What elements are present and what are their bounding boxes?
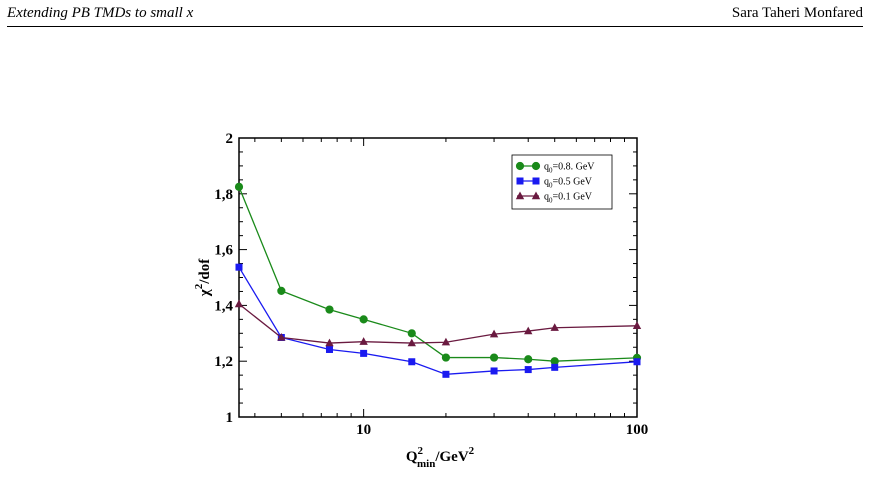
series-line-1: [238, 266, 638, 375]
legend-box: [511, 154, 613, 210]
data-point-s0: [524, 355, 533, 364]
data-point-s2: [277, 332, 286, 341]
data-point-s2: [407, 338, 416, 347]
y-axis-label: χ2/dof: [193, 258, 213, 297]
y-tick-label: 1: [226, 410, 234, 426]
data-point-s2: [441, 337, 451, 346]
data-point-s2: [550, 323, 559, 331]
data-point-s1: [490, 367, 498, 375]
data-point-s0: [359, 315, 368, 324]
header-rule: [7, 26, 863, 27]
data-point-s2: [489, 329, 499, 338]
y-tick-label: 1,2: [214, 354, 233, 370]
x-tick-label: 10: [356, 422, 371, 438]
data-point-s2: [359, 337, 368, 345]
data-point-s1: [360, 349, 368, 357]
data-point-s1: [442, 370, 450, 378]
data-point-s1: [524, 366, 532, 374]
data-point-s1: [325, 345, 333, 353]
y-tick-label: 1,6: [214, 243, 233, 259]
data-point-s2: [524, 326, 533, 335]
legend-label: q0=0.5 GeV: [544, 177, 593, 190]
data-point-s0: [441, 353, 451, 362]
data-point-s1: [551, 363, 559, 371]
data-point-s1: [235, 263, 243, 271]
data-point-s0: [407, 329, 416, 338]
data-point-s0: [234, 182, 244, 191]
data-point-s2: [632, 321, 642, 329]
data-point-s2: [325, 338, 334, 347]
x-tick-label: 100: [626, 422, 649, 438]
data-point-s0: [277, 286, 286, 295]
legend-marker: [515, 191, 525, 200]
data-point-s0: [325, 305, 334, 314]
header-title: Extending PB TMDs to small x: [7, 5, 194, 21]
legend-marker: [531, 161, 541, 171]
y-tick-label: 2: [226, 131, 234, 147]
data-point-s0: [550, 357, 559, 366]
series-line-2: [238, 303, 638, 344]
data-point-s1: [408, 358, 416, 366]
data-point-s2: [234, 299, 244, 308]
x-axis-label: Q2 min/GeV2: [406, 445, 475, 470]
data-point-s1: [633, 358, 641, 366]
series-line-0: [238, 186, 638, 362]
data-point-s0: [489, 353, 499, 362]
legend-marker: [532, 177, 540, 185]
legend-marker: [531, 191, 541, 200]
legend-label: q0=0.8. GeV: [544, 162, 595, 175]
legend-label: q0=0.1 GeV: [544, 192, 593, 205]
legend-marker: [516, 177, 524, 185]
y-tick-label: 1,4: [214, 298, 233, 314]
y-tick-label: 1,8: [214, 187, 233, 203]
legend-marker: [515, 161, 525, 171]
header-author: Sara Taheri Monfared: [731, 5, 863, 21]
page-header: Extending PB TMDs to small x Sara Taheri…: [7, 5, 863, 25]
